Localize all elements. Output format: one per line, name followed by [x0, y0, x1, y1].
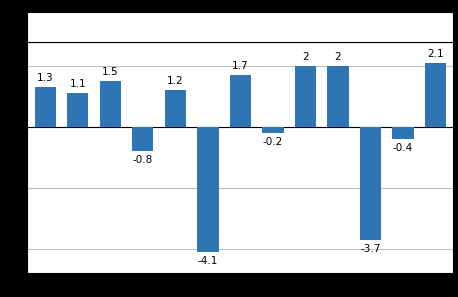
Bar — [100, 81, 121, 127]
Text: 2.1: 2.1 — [427, 49, 444, 59]
Text: 1.1: 1.1 — [70, 79, 86, 89]
Bar — [132, 127, 153, 151]
Text: -0.2: -0.2 — [263, 137, 283, 147]
Bar — [35, 87, 56, 127]
Bar — [197, 127, 218, 252]
Bar — [230, 75, 251, 127]
Bar — [295, 66, 316, 127]
Text: 1.3: 1.3 — [37, 73, 54, 83]
Text: -4.1: -4.1 — [198, 256, 218, 266]
Text: 1.5: 1.5 — [102, 67, 119, 77]
Text: 1.7: 1.7 — [232, 61, 249, 71]
Bar — [425, 63, 446, 127]
Bar — [360, 127, 381, 240]
Text: -3.7: -3.7 — [360, 244, 381, 254]
Bar — [327, 66, 349, 127]
Text: -0.4: -0.4 — [393, 143, 413, 153]
Bar — [67, 93, 88, 127]
Bar — [165, 90, 186, 127]
Text: 1.2: 1.2 — [167, 76, 184, 86]
Bar — [262, 127, 284, 133]
Text: 2: 2 — [302, 52, 309, 62]
Bar — [393, 127, 414, 139]
Text: 2: 2 — [335, 52, 341, 62]
Text: -0.8: -0.8 — [133, 155, 153, 165]
